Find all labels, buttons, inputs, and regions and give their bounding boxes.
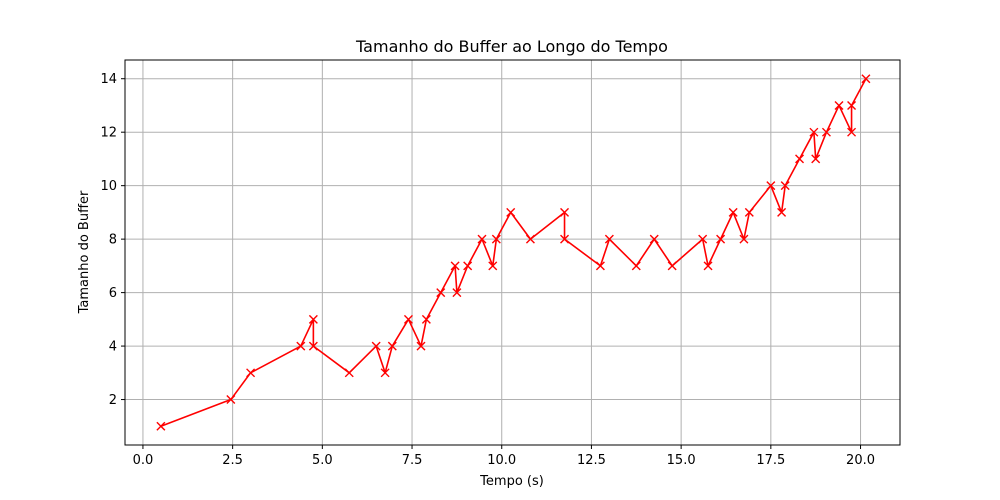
- data-point-marker: [560, 207, 570, 217]
- data-point-marker: [780, 181, 790, 191]
- x-tick-label: 15.0: [667, 453, 696, 468]
- data-point-marker: [452, 288, 462, 298]
- data-point-marker: [371, 341, 381, 351]
- data-point-marker: [380, 368, 390, 378]
- data-point-marker: [698, 234, 708, 244]
- y-tick-label: 12: [100, 126, 117, 141]
- data-point-marker: [631, 261, 641, 271]
- y-tick-label: 8: [109, 233, 117, 248]
- data-point-marker: [649, 234, 659, 244]
- x-tick-label: 17.5: [756, 453, 785, 468]
- data-point-marker: [811, 154, 821, 164]
- data-point-marker: [728, 207, 738, 217]
- data-point-marker: [436, 288, 446, 298]
- data-point-marker: [156, 421, 166, 431]
- y-tick-label: 2: [109, 393, 117, 408]
- data-point-marker: [308, 341, 318, 351]
- data-point-marker: [766, 181, 776, 191]
- data-point-marker: [834, 100, 844, 110]
- data-point-marker: [795, 154, 805, 164]
- data-point-marker: [716, 234, 726, 244]
- data-line-layer: [160, 78, 867, 428]
- series-line: [160, 78, 867, 428]
- x-tick-label: 7.5: [402, 453, 423, 468]
- data-point-marker: [560, 234, 570, 244]
- x-axis-ticks: 0.0 2.5 5.0 7.5 10.0 12.5 15.0 17.5 20.0: [133, 445, 875, 468]
- data-point-marker: [809, 127, 819, 137]
- data-point-marker: [226, 395, 236, 405]
- data-point-marker: [847, 127, 857, 137]
- data-point-marker: [387, 341, 397, 351]
- x-axis-label: Tempo (s): [479, 474, 544, 489]
- data-point-marker: [403, 314, 413, 324]
- data-point-marker: [477, 234, 487, 244]
- data-point-marker: [506, 207, 516, 217]
- chart-title: Tamanho do Buffer ao Longo do Tempo: [355, 37, 668, 56]
- data-point-marker: [246, 368, 256, 378]
- data-point-marker: [821, 127, 831, 137]
- data-point-marker: [777, 207, 787, 217]
- data-point-marker: [739, 234, 749, 244]
- x-tick-label: 2.5: [222, 453, 243, 468]
- data-point-marker: [463, 261, 473, 271]
- x-tick-label: 10.0: [487, 453, 516, 468]
- x-tick-label: 12.5: [577, 453, 606, 468]
- y-axis-ticks: 2 4 6 8 10 12 14: [100, 72, 125, 408]
- data-point-marker: [308, 314, 318, 324]
- grid-lines: [125, 60, 900, 445]
- data-point-marker: [595, 261, 605, 271]
- data-point-marker: [667, 261, 677, 271]
- y-tick-label: 10: [100, 179, 117, 194]
- data-point-marker: [525, 234, 535, 244]
- plot-area-frame: [124, 59, 901, 446]
- y-tick-label: 14: [100, 72, 117, 87]
- y-tick-label: 6: [109, 286, 117, 301]
- data-point-marker: [450, 261, 460, 271]
- y-tick-label: 4: [109, 340, 117, 355]
- data-point-marker: [604, 234, 614, 244]
- data-point-marker: [491, 234, 501, 244]
- data-point-marker: [744, 207, 754, 217]
- data-point-marker: [847, 100, 857, 110]
- x-tick-label: 5.0: [312, 453, 333, 468]
- x-tick-label: 0.0: [133, 453, 154, 468]
- data-point-marker: [416, 341, 426, 351]
- data-point-marker: [421, 314, 431, 324]
- data-point-marker: [488, 261, 498, 271]
- y-axis-label: Tamanho do Buffer: [77, 190, 92, 314]
- data-point-marker: [344, 368, 354, 378]
- data-point-marker: [296, 341, 306, 351]
- data-markers: [156, 74, 871, 431]
- x-tick-label: 20.0: [846, 453, 875, 468]
- data-point-marker: [861, 74, 871, 84]
- data-point-marker: [703, 261, 713, 271]
